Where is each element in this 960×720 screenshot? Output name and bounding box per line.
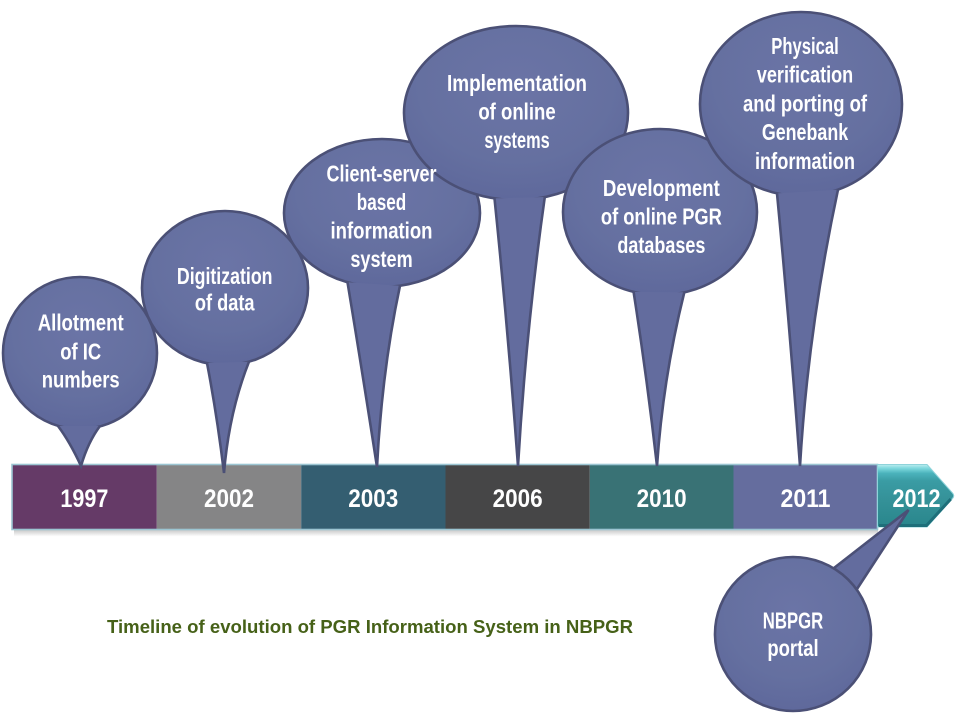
svg-text:information: information bbox=[755, 148, 855, 174]
svg-text:Development: Development bbox=[603, 175, 720, 201]
svg-text:of online: of online bbox=[478, 99, 555, 125]
svg-text:2006: 2006 bbox=[493, 485, 543, 513]
svg-text:information: information bbox=[331, 218, 433, 244]
svg-text:system: system bbox=[350, 246, 412, 272]
svg-text:2011: 2011 bbox=[781, 485, 831, 513]
svg-text:of data: of data bbox=[195, 290, 255, 316]
svg-text:NBPGR: NBPGR bbox=[763, 607, 823, 633]
svg-text:2002: 2002 bbox=[204, 485, 254, 513]
svg-text:based: based bbox=[357, 189, 407, 215]
svg-text:Physical: Physical bbox=[771, 33, 839, 59]
svg-text:databases: databases bbox=[617, 232, 705, 258]
svg-text:of online PGR: of online PGR bbox=[601, 204, 722, 230]
svg-text:Client-server: Client-server bbox=[327, 161, 437, 187]
svg-text:of IC: of IC bbox=[60, 339, 101, 365]
svg-text:portal: portal bbox=[767, 635, 818, 661]
svg-text:Implementation: Implementation bbox=[447, 70, 587, 96]
svg-text:Timeline of evolution of PGR I: Timeline of evolution of PGR Information… bbox=[107, 617, 633, 637]
svg-text:Digitization: Digitization bbox=[177, 263, 273, 289]
svg-text:1997: 1997 bbox=[60, 485, 108, 513]
svg-text:Genebank: Genebank bbox=[762, 119, 849, 145]
svg-text:2010: 2010 bbox=[637, 485, 687, 513]
svg-text:numbers: numbers bbox=[42, 367, 120, 393]
svg-text:systems: systems bbox=[484, 127, 549, 153]
svg-text:2003: 2003 bbox=[348, 485, 398, 513]
svg-text:verification: verification bbox=[757, 62, 853, 88]
svg-text:and porting of: and porting of bbox=[743, 90, 867, 116]
svg-text:2012: 2012 bbox=[893, 485, 941, 513]
svg-text:Allotment: Allotment bbox=[38, 310, 124, 336]
